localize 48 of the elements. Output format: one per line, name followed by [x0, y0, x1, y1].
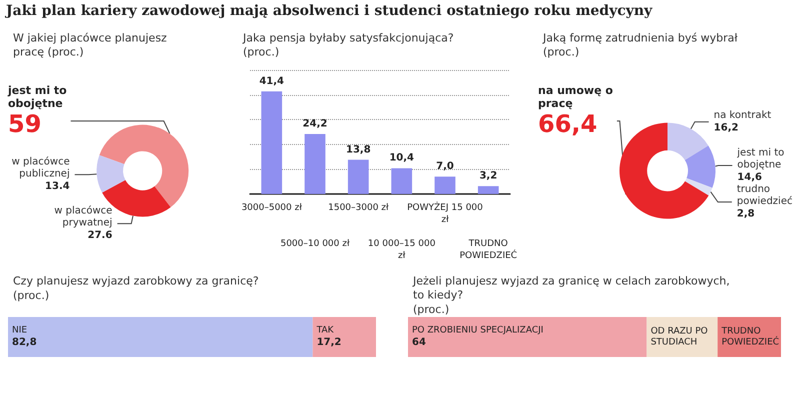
x-tick-label: POWYŻEJ 15 000 zł	[407, 201, 484, 225]
chart-title: Jeżeli planujesz wyjazd za granicę w celach zarobkowych, to kiedy?	[412, 274, 730, 302]
chart-title: Jaką formę zatrudnienia byś wybrał (proc.)	[542, 32, 738, 58]
data-label: 3,2	[479, 170, 498, 182]
data-label: 24,2	[302, 118, 328, 130]
bar	[391, 168, 412, 194]
data-label: 2,8	[736, 208, 755, 220]
chart-subtitle: (proc.)	[13, 289, 50, 302]
data-label: 14,6	[737, 172, 762, 184]
data-label: 16,2	[714, 122, 738, 134]
slice-label: na kontrakt	[714, 110, 772, 121]
data-label: 17,2	[316, 337, 342, 348]
slice-label: na umowę o pracę	[538, 84, 614, 110]
bar	[478, 186, 499, 194]
x-tick-label: 10 000–15 000 zł	[368, 239, 436, 261]
x-tick-label: 1500–3000 zł	[328, 203, 389, 213]
series-label: NIE	[12, 326, 28, 336]
bar	[434, 176, 456, 194]
bar	[304, 134, 326, 194]
slice-label: w placówce prywatnej	[54, 206, 112, 229]
data-label: 59	[8, 110, 42, 138]
data-label: 10,4	[389, 152, 414, 164]
bar	[348, 160, 369, 194]
x-tick-label: 3000–5000 zł	[241, 203, 302, 213]
slice-label: jest mi to obojętne	[7, 84, 68, 110]
bar	[261, 91, 282, 194]
series-label: TRUDNO POWIEDZIEĆ	[720, 326, 780, 348]
data-label: 64	[412, 337, 426, 348]
slice-label: trudno powiedzieć	[736, 184, 792, 208]
chart-title: Jaka pensja byłaby satysfakcjonująca? (proc.)	[242, 32, 454, 58]
chart-subtitle: (proc.)	[413, 303, 450, 316]
series-label: OD RAZU PO STUDIACH	[650, 326, 708, 348]
data-label: 27.6	[88, 230, 112, 242]
data-label: 13,8	[346, 144, 371, 156]
data-label: 13.4	[45, 181, 70, 192]
slice-label: jest mi to obojętne	[736, 148, 784, 171]
chart-title: Czy planujesz wyjazd zarobkowy za granicę?	[13, 274, 259, 288]
series-label: TAK	[316, 326, 335, 336]
chart-subtitle: W jakiej placówce planujesz pracę (proc.)	[13, 32, 168, 58]
data-label: 82,8	[12, 337, 37, 348]
data-label: 7,0	[436, 161, 454, 172]
series-label: PO ZROBIENIU SPECJALIZACJI	[412, 326, 544, 336]
slice-label: w placówce publicznej	[12, 156, 70, 180]
text: Jaki plan kariery zawodowej mają absolwenci i studenci ostatniego roku medycyny	[6, 3, 652, 19]
x-tick-label: TRUDNO POWIEDZIEĆ	[460, 239, 518, 261]
x-tick-label: 5000–10 000 zł	[280, 239, 350, 249]
data-label: 41,4	[259, 76, 284, 87]
data-label: 66,4	[538, 110, 598, 138]
